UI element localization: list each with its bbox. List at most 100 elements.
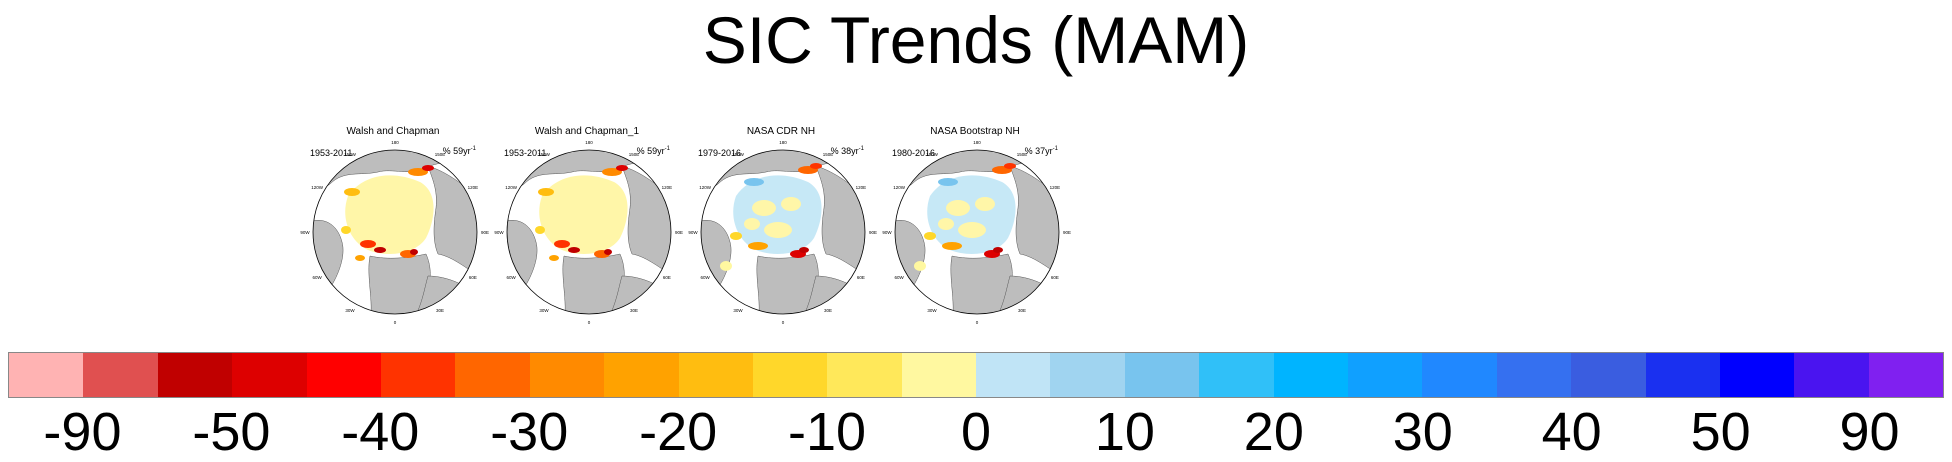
colorbar-label: -90 [43,402,122,462]
panel-title: NASA CDR NH [746,126,816,137]
colorbar-segment [752,353,828,397]
polar-map: 180 150W 150E 120W 120E 90W 90E 60W 60E 30W 30E 0 [494,140,683,325]
colorbar-label: -40 [341,402,420,462]
colorbar-segment [1273,353,1349,397]
longitude-label: 30E [824,308,832,313]
longitude-label: 120W [893,185,906,190]
longitude-label: 30E [630,308,638,313]
map-border [894,149,1060,315]
colorbar-segment [604,353,679,397]
longitude-label: 60W [700,275,710,280]
panel-units: % 59yr-1 [442,146,476,156]
colorbar-segment [1199,353,1274,397]
colorbar-segment [9,353,84,397]
map-panel: 180 150W 150E 120W 120E 90W 90E 60W 60E 30W 30E 0 NA… [882,126,1071,325]
panel-years: 1980-2016 [892,148,936,158]
panel-title: Walsh and Chapman_1 [534,126,640,137]
colorbar-segment [232,353,307,397]
longitude-label: 150E [823,152,834,157]
colorbar-label: 90 [1839,402,1900,462]
longitude-label: 0 [588,320,591,325]
longitude-label: 180 [779,140,787,145]
sea-ice-trend-region [733,175,822,254]
longitude-label: 60E [663,275,671,280]
map-panel: 180 150W 150E 120W 120E 90W 90E 60W 60E 30W 30E 0 NA… [688,126,877,325]
colorbar-label: -10 [788,402,867,462]
colorbar-label: 10 [1094,402,1155,462]
longitude-label: 150E [629,152,640,157]
longitude-label: 120E [468,185,479,190]
longitude-label: 120E [662,185,673,190]
sea-ice-trend-region [927,175,1016,254]
map-panel: 180 150W 150E 120W 120E 90W 90E 60W 60E 30W 30E 0 Wa… [494,126,683,325]
longitude-label: 150W [732,152,745,157]
longitude-label: 120W [505,185,518,190]
panel-units: % 37yr-1 [1024,146,1058,156]
longitude-label: 150E [1017,152,1028,157]
colorbar-label: -20 [639,402,718,462]
map-panel: 180 150W 150E 120W 120E 90W 90E 60W 60E 30W 30E 0 Wa… [300,126,489,325]
colorbar-segment [306,353,381,397]
colorbar-label: 0 [960,402,992,462]
colorbar-segment [901,353,977,397]
longitude-label: 60E [469,275,477,280]
land-mass [950,253,1013,314]
longitude-label: 120W [311,185,324,190]
colorbar-segment [1348,353,1423,397]
colorbar-segment [529,353,605,397]
longitude-label: 180 [973,140,981,145]
colorbar-segment [827,353,902,397]
panel-units: % 38yr-1 [830,146,864,156]
panel-title: NASA Bootstrap NH [930,126,1020,137]
longitude-label: 60W [894,275,904,280]
colorbar-segment [1050,353,1125,397]
polar-map: 180 150W 150E 120W 120E 90W 90E 60W 60E 30W 30E 0 [688,140,877,325]
map-border [700,149,866,315]
colorbar-label: -30 [490,402,569,462]
longitude-label: 120E [1050,185,1061,190]
longitude-label: 120W [699,185,712,190]
polar-map: 180 150W 150E 120W 120E 90W 90E 60W 60E 30W 30E 0 [300,140,489,325]
longitude-label: 30E [1018,308,1026,313]
figure-title: SIC Trends (MAM) [702,3,1250,77]
colorbar-segment [157,353,233,397]
longitude-label: 0 [976,320,979,325]
colorbar-label: 30 [1392,402,1453,462]
longitude-label: 90W [494,230,504,235]
longitude-label: 60W [506,275,516,280]
sea-ice-trend-region [345,175,434,254]
colorbar-segment [455,353,530,397]
longitude-label: 150W [538,152,551,157]
panel-title: Walsh and Chapman [346,126,440,137]
colorbar-segment [1496,353,1572,397]
longitude-label: 60E [857,275,865,280]
colorbar-segment [1422,353,1497,397]
colorbar-segment [1571,353,1646,397]
colorbar-label: 20 [1243,402,1304,462]
polar-map: 180 150W 150E 120W 120E 90W 90E 60W 60E 30W 30E 0 [882,140,1071,325]
panel-years: 1979-2016 [698,148,742,158]
map-border [312,149,478,315]
longitude-label: 30W [733,308,743,313]
colorbar-segment [678,353,753,397]
longitude-label: 150W [344,152,357,157]
longitude-label: 90W [300,230,310,235]
colorbar-segment [1124,353,1200,397]
colorbar [8,352,1944,398]
longitude-label: 120E [856,185,867,190]
longitude-label: 30W [927,308,937,313]
longitude-label: 150W [926,152,939,157]
longitude-label: 60E [1051,275,1059,280]
colorbar-segment [1719,353,1795,397]
longitude-label: 90E [675,230,683,235]
colorbar-segment [1645,353,1720,397]
longitude-label: 30E [436,308,444,313]
longitude-label: 150E [435,152,446,157]
land-mass [368,253,431,314]
longitude-label: 90E [481,230,489,235]
colorbar-segment [380,353,456,397]
colorbar-segment [1794,353,1869,397]
longitude-label: 60W [312,275,322,280]
colorbar-segment [83,353,158,397]
longitude-label: 90W [882,230,892,235]
